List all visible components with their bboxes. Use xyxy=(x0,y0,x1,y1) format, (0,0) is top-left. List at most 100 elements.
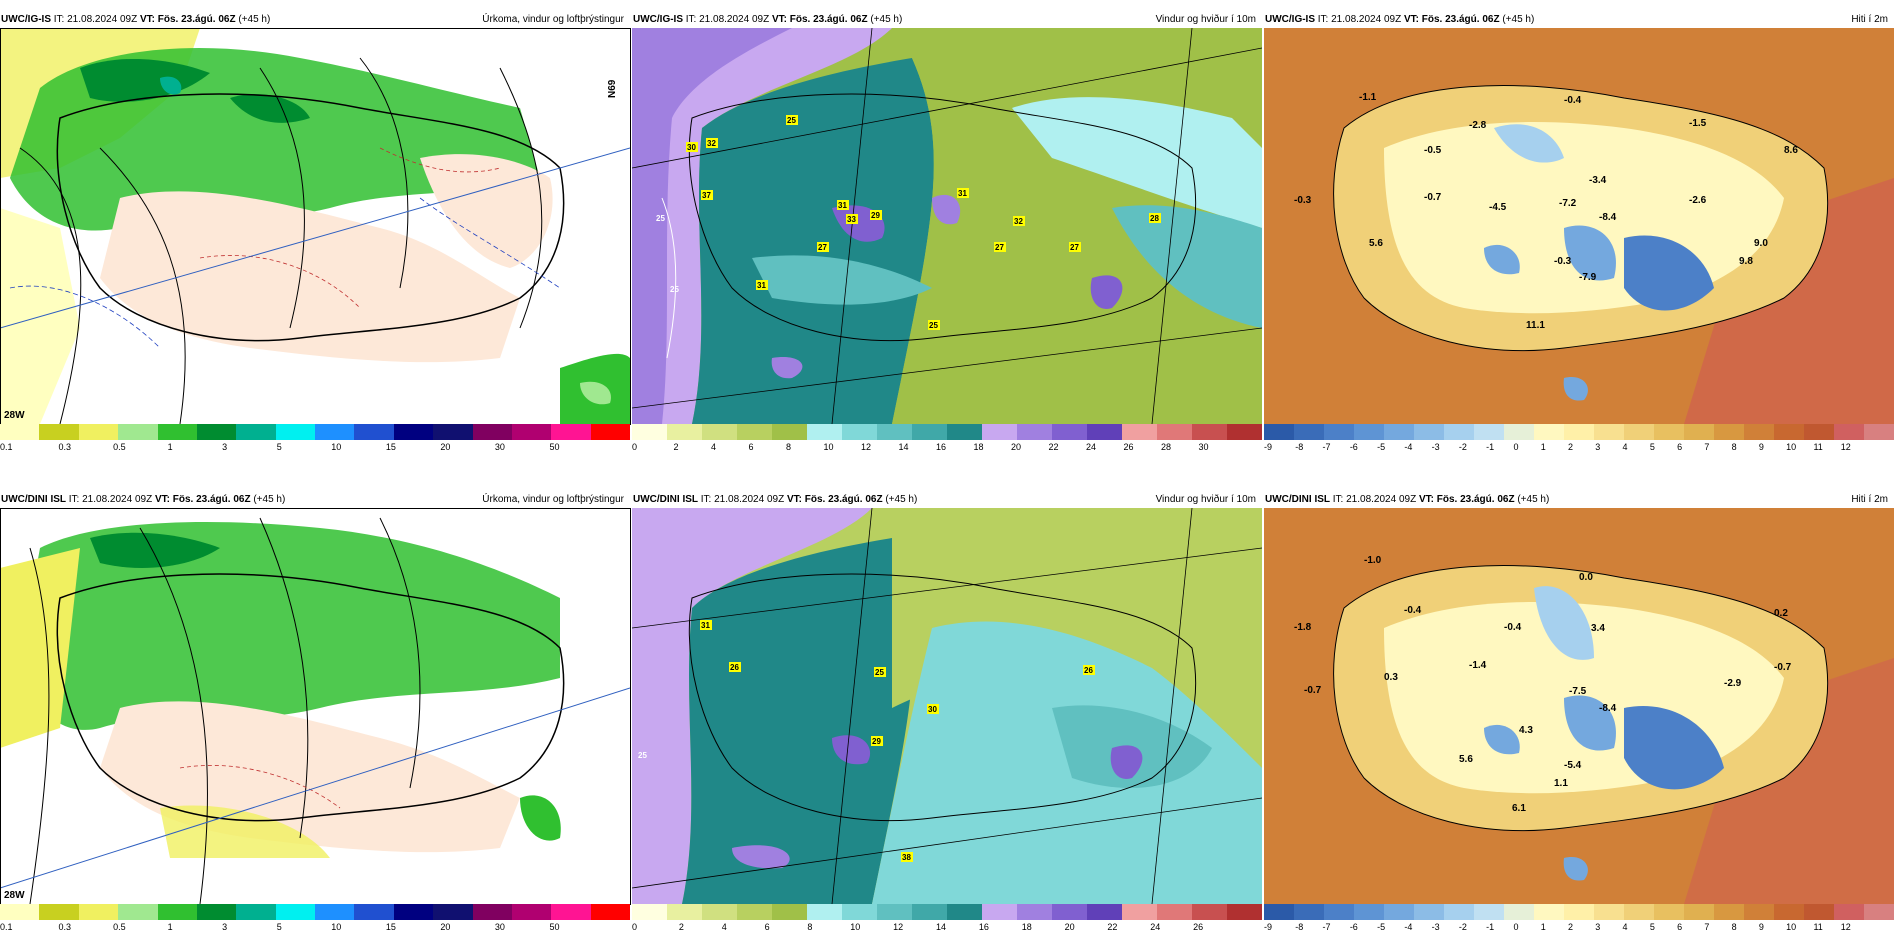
temperature-value-label: -4.5 xyxy=(1489,202,1507,213)
colorbar-swatch xyxy=(1414,904,1444,920)
temperature-value-label: -7.5 xyxy=(1569,686,1587,697)
gust-value-label: 38 xyxy=(902,853,911,862)
temp-map[interactable]: -1.1 -0.4 -2.8 -1.5 8.6 -0.5 -3.4 -2.6 -0.3 -0.7 -… xyxy=(1264,28,1894,424)
colorbar-tick-label: 8 xyxy=(786,442,792,452)
temperature-value-label: -2.6 xyxy=(1689,195,1707,206)
colorbar-tick-label: 4 xyxy=(1622,922,1628,932)
panel-title: Vindur og hviður í 10m xyxy=(1155,14,1256,25)
wind-colorbar-labels: 0 2 4 6 8 10 12 14 16 18 20 22 24 26 xyxy=(632,922,1262,936)
gust-value-label: 25 xyxy=(929,321,938,330)
colorbar-swatch xyxy=(393,424,434,440)
colorbar-swatch xyxy=(667,424,702,440)
panel-temp-top: UWC/IG-IS IT: 21.08.2024 09Z VT: Fös. 23… xyxy=(1264,10,1894,465)
temperature-value-label: 9.8 xyxy=(1739,256,1753,267)
panel-header: UWC/IG-IS IT: 21.08.2024 09Z VT: Fös. 23… xyxy=(0,10,630,30)
colorbar-swatch xyxy=(1804,424,1834,440)
precip-colorbar-labels: 0.1 0.3 0.5 1 3 5 10 15 20 30 50 xyxy=(0,922,630,936)
temperature-value-label: 9.0 xyxy=(1754,238,1768,249)
colorbar-tick-label: 6 xyxy=(764,922,770,932)
gust-value-label: 29 xyxy=(872,737,881,746)
temperature-value-label: -1.8 xyxy=(1294,622,1312,633)
colorbar-tick-label: 20 xyxy=(1064,922,1075,932)
temperature-value-label: 5.6 xyxy=(1369,238,1383,249)
colorbar-tick-label: 3 xyxy=(1595,922,1601,932)
colorbar-tick-label: 3 xyxy=(1595,442,1601,452)
colorbar-tick-label: 10 xyxy=(850,922,861,932)
temperature-value-label: 0.0 xyxy=(1579,572,1593,583)
colorbar-swatch xyxy=(590,904,630,920)
colorbar-swatch xyxy=(1504,424,1534,440)
wind-map[interactable]: 25 31 26 25 30 29 26 38 xyxy=(632,508,1262,904)
colorbar-swatch xyxy=(1227,904,1262,920)
grid-label: 28W xyxy=(4,410,25,421)
temp-map[interactable]: -1.0 0.0 -0.4 3.4 0.2 -1.8 -0.4 -0.7 0.3 -1.4 -2.9… xyxy=(1264,508,1894,904)
colorbar-swatch xyxy=(1684,424,1714,440)
colorbar-tick-label: 1 xyxy=(1540,922,1546,932)
colorbar-swatch xyxy=(1157,424,1192,440)
model-name: UWC/DINI ISL xyxy=(633,494,698,505)
colorbar-tick-label: 11 xyxy=(1813,922,1823,932)
gust-value-label: 30 xyxy=(687,143,696,152)
colorbar-swatch xyxy=(1384,424,1414,440)
colorbar-tick-label: 9 xyxy=(1758,922,1764,932)
colorbar-swatch xyxy=(1294,904,1324,920)
colorbar-swatch xyxy=(511,904,552,920)
temp-colorbar-labels: -9 -8 -7 -6 -5 -4 -3 -2 -1 0 1 2 3 4 5 6 7 8 9 10 11 12 xyxy=(1264,922,1894,936)
init-time: IT: 21.08.2024 09Z xyxy=(53,14,138,25)
colorbar-swatch xyxy=(807,424,842,440)
colorbar-swatch xyxy=(737,424,772,440)
colorbar-tick-label: 1 xyxy=(167,442,173,452)
colorbar-swatch xyxy=(1122,904,1157,920)
colorbar-swatch xyxy=(393,904,434,920)
precip-colorbar xyxy=(0,904,630,920)
colorbar-tick-label: 0 xyxy=(632,922,638,932)
colorbar-swatch xyxy=(1474,424,1504,440)
colorbar-tick-label: 8 xyxy=(807,922,813,932)
colorbar-tick-label: 30 xyxy=(494,922,505,932)
colorbar-tick-label: 5 xyxy=(276,442,282,452)
colorbar-tick-label: 6 xyxy=(748,442,754,452)
gust-value-label: 27 xyxy=(818,243,827,252)
colorbar-tick-label: 26 xyxy=(1123,442,1134,452)
colorbar-tick-label: 10 xyxy=(823,442,834,452)
gust-value-label: 33 xyxy=(847,215,856,224)
temperature-value-label: -5.4 xyxy=(1564,760,1582,771)
model-name: UWC/DINI ISL xyxy=(1265,494,1330,505)
colorbar-swatch xyxy=(1192,424,1227,440)
model-name: UWC/IG-IS xyxy=(1265,14,1315,25)
colorbar-swatch xyxy=(1052,424,1087,440)
panel-title: Hiti í 2m xyxy=(1851,14,1888,25)
panel-precip-top: UWC/IG-IS IT: 21.08.2024 09Z VT: Fös. 23… xyxy=(0,10,631,465)
colorbar-tick-label: 12 xyxy=(861,442,872,452)
colorbar-tick-label: 18 xyxy=(973,442,984,452)
colorbar-swatch xyxy=(947,424,982,440)
colorbar-swatch xyxy=(1624,424,1654,440)
colorbar-swatch xyxy=(1864,424,1894,440)
colorbar-tick-label: 15 xyxy=(385,442,396,452)
colorbar-tick-label: -6 xyxy=(1349,442,1358,452)
wind-map[interactable]: 25 25 25 30 32 37 31 31 33 29 27 31 25 27 27 32 28 xyxy=(632,28,1262,424)
colorbar-swatch xyxy=(157,904,197,920)
colorbar-tick-label: 10 xyxy=(1786,442,1797,452)
gust-value-label: 31 xyxy=(838,201,847,210)
valid-time: VT: Fös. 23.ágú. 06Z xyxy=(771,14,868,25)
colorbar-swatch xyxy=(0,424,40,440)
valid-time: VT: Fös. 23.ágú. 06Z xyxy=(1418,494,1515,505)
colorbar-swatch xyxy=(1087,904,1122,920)
precip-map[interactable]: 28W xyxy=(0,508,630,904)
colorbar-swatch xyxy=(1744,904,1774,920)
precip-map[interactable]: 28W N69 xyxy=(0,28,630,424)
colorbar-swatch xyxy=(667,904,702,920)
wind-colorbar-labels: 0 2 4 6 8 10 12 14 16 18 20 22 24 26 28 30 xyxy=(632,442,1262,456)
colorbar-swatch xyxy=(1122,424,1157,440)
colorbar-swatch xyxy=(157,424,197,440)
colorbar-tick-label: 28 xyxy=(1161,442,1172,452)
colorbar-tick-label: 7 xyxy=(1704,922,1710,932)
gust-value-label: 37 xyxy=(702,191,711,200)
colorbar-swatch xyxy=(1294,424,1324,440)
colorbar-tick-label: -6 xyxy=(1349,922,1358,932)
colorbar-tick-label: 50 xyxy=(549,922,560,932)
init-time: IT: 21.08.2024 09Z xyxy=(1317,14,1402,25)
colorbar-swatch xyxy=(1227,424,1262,440)
colorbar-swatch xyxy=(1804,904,1834,920)
